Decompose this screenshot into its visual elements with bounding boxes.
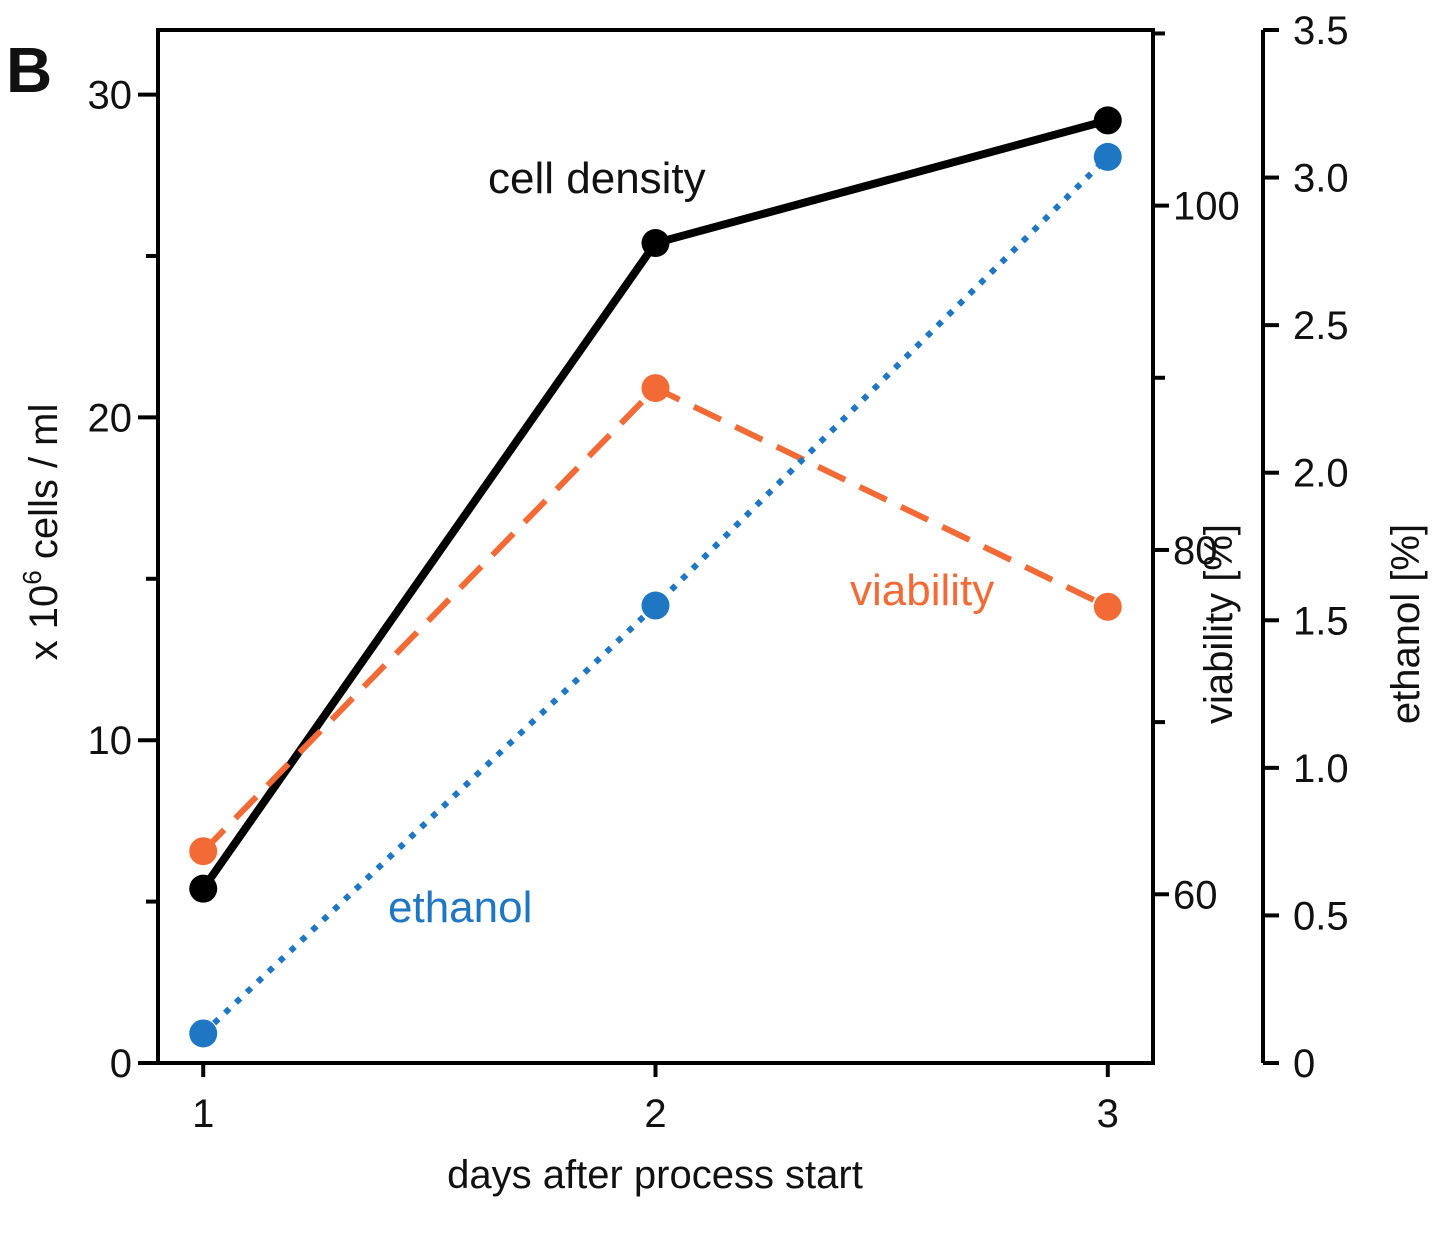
left-tick-label: 20 <box>88 396 133 440</box>
data-point-ethanol <box>1093 142 1122 171</box>
viability-tick-label: 100 <box>1173 185 1240 229</box>
viability-tick-label: 80 <box>1173 529 1218 573</box>
panel-label: B <box>6 34 52 106</box>
viability-axis-label: viability [%] <box>1197 524 1241 724</box>
left-tick-label: 10 <box>88 719 133 763</box>
ethanol-tick-label: 2.0 <box>1293 452 1349 496</box>
left-tick-label: 30 <box>88 74 133 118</box>
data-point-cell-density <box>641 229 670 258</box>
ethanol-tick-label: 1.5 <box>1293 599 1349 643</box>
x-axis-label: days after process start <box>447 1153 863 1197</box>
ethanol-axis-label: ethanol [%] <box>1384 524 1428 724</box>
data-point-ethanol <box>641 591 670 620</box>
data-point-cell-density <box>1093 106 1122 135</box>
series-label-cell-density: cell density <box>488 154 706 203</box>
series-points <box>189 106 1122 1048</box>
ethanol-tick-label: 1.0 <box>1293 747 1349 791</box>
data-point-viability <box>641 374 670 403</box>
x-tick-label: 1 <box>192 1092 214 1136</box>
x-tick-label: 2 <box>644 1092 666 1136</box>
left-tick-label: 0 <box>110 1042 132 1086</box>
data-point-cell-density <box>189 874 218 903</box>
data-point-viability <box>1093 592 1122 621</box>
data-point-ethanol <box>189 1019 218 1048</box>
ethanol-tick-label: 3.5 <box>1293 9 1349 53</box>
x-tick-label: 3 <box>1097 1092 1119 1136</box>
series-label-viability: viability <box>850 566 994 615</box>
series-line-viability <box>201 385 1110 854</box>
ethanol-tick-label: 3.0 <box>1293 157 1349 201</box>
left-axis-label: x 106 cells / ml <box>17 404 66 661</box>
axes: 0 10 20 30 1 2 3 60 80 100 0 0.5 1.0 1.5 2.0 2.5 3.0 3.5 <box>88 9 1349 1136</box>
viability-tick-label: 60 <box>1173 873 1218 917</box>
series-label-ethanol: ethanol <box>388 883 532 932</box>
data-point-viability <box>189 837 218 866</box>
ethanol-tick-label: 0 <box>1293 1042 1315 1086</box>
ethanol-tick-label: 0.5 <box>1293 894 1349 938</box>
ethanol-tick-label: 2.5 <box>1293 304 1349 348</box>
